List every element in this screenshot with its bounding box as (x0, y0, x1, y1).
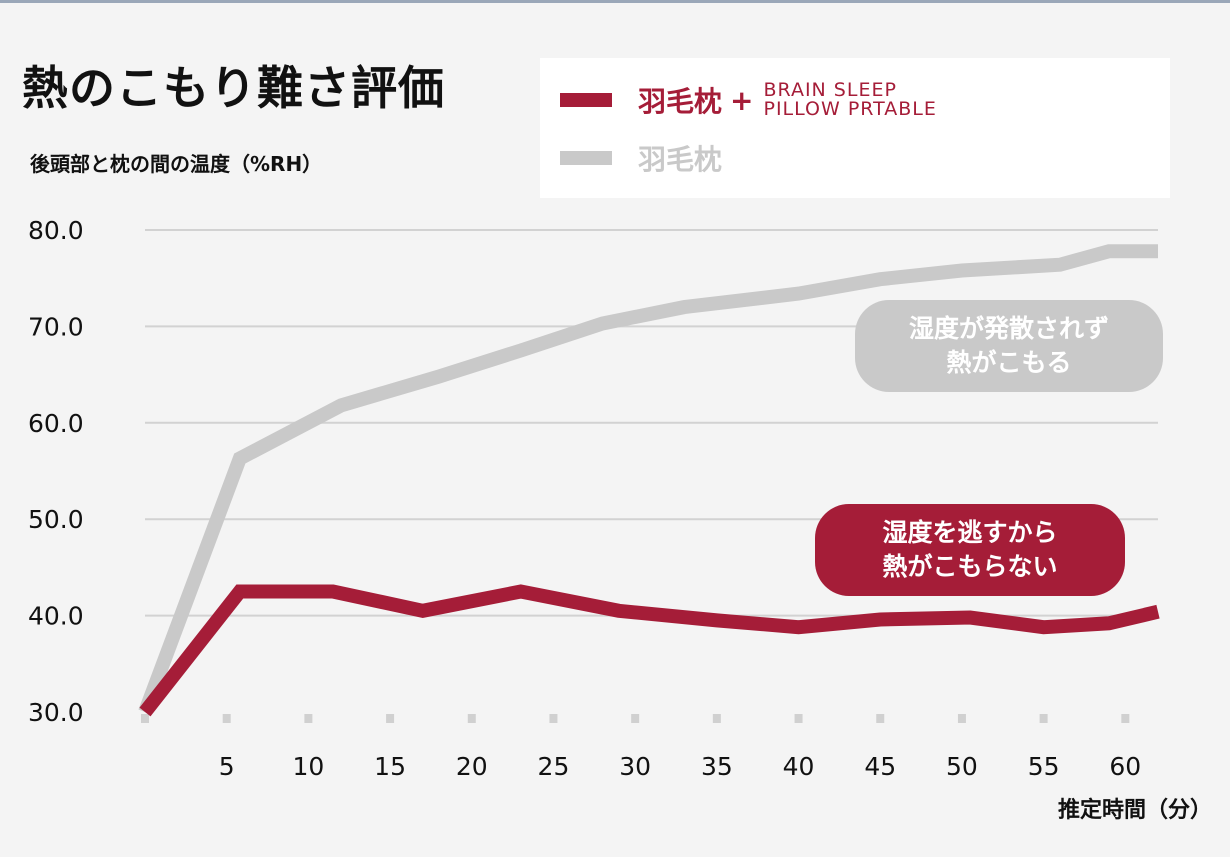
x-tick-mark (794, 714, 803, 723)
x-tick-mark (304, 714, 313, 723)
x-tick-mark (631, 714, 640, 723)
x-tick-label: 45 (864, 752, 896, 781)
legend-standard-name: 羽毛枕 (638, 143, 723, 176)
y-tick-label: 50.0 (28, 505, 84, 534)
legend-item-product: 羽毛枕 + BRAIN SLEEP PILLOW PRTABLE (560, 80, 937, 120)
x-tick-label: 55 (1028, 752, 1060, 781)
legend-item-standard: 羽毛枕 (560, 138, 722, 178)
callout-red: 湿度を逃すから 熱がこもらない (815, 504, 1125, 596)
legend-sub-line1: BRAIN SLEEP (763, 79, 897, 101)
y-axis-label: 後頭部と枕の間の温度（%RH） (30, 152, 323, 176)
x-tick-label: 35 (701, 752, 733, 781)
chart-title: 熱のこもり難さ評価 (22, 61, 445, 115)
y-tick-label: 70.0 (28, 312, 84, 341)
y-tick-label: 80.0 (28, 216, 84, 245)
x-tick-label: 25 (538, 752, 570, 781)
x-tick-label: 40 (783, 752, 815, 781)
x-tick-mark (876, 714, 885, 723)
x-tick-mark (467, 714, 476, 723)
legend-swatch-gray (560, 151, 612, 165)
legend-product-name: 羽毛枕 (638, 85, 723, 118)
x-tick-mark (222, 714, 231, 723)
legend-product-subtitle: BRAIN SLEEP PILLOW PRTABLE (763, 81, 936, 119)
callout-red-line1: 湿度を逃すから (882, 518, 1058, 547)
x-tick-mark (1039, 714, 1048, 723)
series-line-product (139, 584, 1160, 717)
x-tick-label: 15 (374, 752, 406, 781)
x-tick-mark (386, 714, 395, 723)
callout-gray: 湿度が発散されず 熱がこもる (855, 300, 1163, 392)
x-tick-mark (712, 714, 721, 723)
callout-red-line2: 熱がこもらない (882, 552, 1058, 581)
x-axis-label: 推定時間（分） (1057, 798, 1212, 823)
legend-plus-sign: + (730, 83, 754, 117)
y-tick-label: 30.0 (28, 698, 84, 727)
y-tick-label: 40.0 (28, 602, 84, 631)
callout-gray-line1: 湿度が発散されず (908, 314, 1109, 343)
x-tick-label: 50 (946, 752, 978, 781)
x-tick-label: 60 (1109, 752, 1141, 781)
x-tick-label: 5 (219, 752, 235, 781)
x-tick-label: 10 (292, 752, 324, 781)
x-tick-mark (549, 714, 558, 723)
legend: 羽毛枕 + BRAIN SLEEP PILLOW PRTABLE 羽毛枕 (540, 58, 1170, 198)
x-tick-mark (1121, 714, 1130, 723)
x-tick-mark (141, 714, 149, 723)
callout-gray-line2: 熱がこもる (946, 348, 1072, 377)
legend-swatch-red (560, 93, 612, 107)
series-line-standard (138, 244, 1158, 715)
x-tick-label: 20 (456, 752, 488, 781)
legend-sub-line2: PILLOW PRTABLE (763, 98, 937, 120)
top-border (0, 0, 1230, 3)
y-tick-label: 60.0 (28, 409, 84, 438)
x-tick-mark (957, 714, 966, 723)
x-tick-label: 30 (619, 752, 651, 781)
